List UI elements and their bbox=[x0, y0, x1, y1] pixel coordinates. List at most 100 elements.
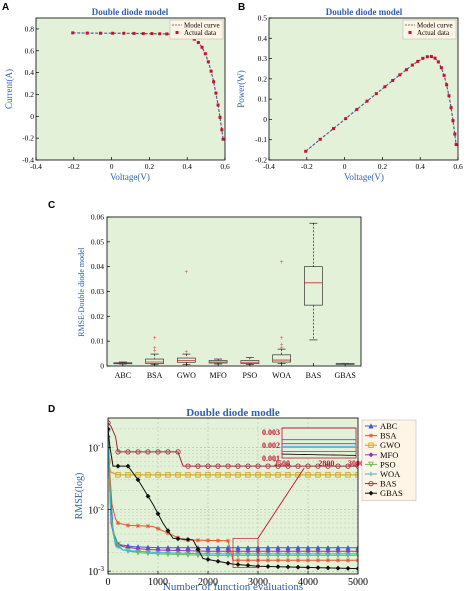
panel-d-marker-gbas bbox=[275, 564, 281, 570]
panel-d-marker-gwo bbox=[345, 472, 351, 478]
panel-b-data-point-25 bbox=[454, 143, 458, 147]
panel-b-data-point-13 bbox=[421, 56, 425, 60]
panel-d-inset-ytick-label-0: 0.001 bbox=[262, 454, 280, 463]
panel-c-boxes: +++++++++ bbox=[113, 222, 355, 366]
panel-b-data-point-8 bbox=[391, 78, 395, 82]
panel-d-marker-gbas bbox=[335, 565, 341, 571]
panel-d-marker-woa bbox=[215, 551, 221, 557]
panel-d-legend-label-1: BSA bbox=[380, 431, 397, 441]
panel-c-xtick-label-1: BSA bbox=[147, 371, 163, 380]
panel-a-data-point-25 bbox=[221, 137, 225, 141]
panel-a-ytick-label-0: -0.4 bbox=[22, 156, 34, 165]
panel-b-ytick-label-6: 0.4 bbox=[258, 34, 268, 43]
panel-d-marker-pso bbox=[108, 429, 111, 435]
panel-d-marker-woa bbox=[175, 550, 181, 556]
panel-c-box-gwo: ++ bbox=[177, 268, 196, 365]
panel-d-marker-bas bbox=[155, 449, 161, 455]
panel-b-ytick-label-2: 0 bbox=[263, 115, 267, 124]
panel-d-marker-bas bbox=[205, 463, 211, 469]
panel-d-marker-woa bbox=[205, 551, 211, 557]
panel-b-data-point-12 bbox=[416, 59, 420, 63]
panel-c-outlier-2-0: + bbox=[184, 348, 188, 356]
panel-b-data-point-9 bbox=[398, 73, 402, 77]
panel-d-marker-gbas bbox=[145, 493, 151, 499]
panel-a-data-point-16 bbox=[200, 45, 204, 49]
panel-d-line-bsa bbox=[108, 447, 358, 561]
panel-d-marker-woa bbox=[225, 551, 231, 557]
panel-b-chart: Double diode model Voltage(V) Power(W) -… bbox=[236, 7, 463, 182]
panel-c-xtick-label-4: PSO bbox=[243, 371, 258, 380]
panel-d-line-gwo bbox=[108, 461, 358, 476]
panel-d-marker-bas bbox=[305, 463, 311, 469]
panel-b-data-point-15 bbox=[429, 55, 433, 59]
panel-d-legend-label-3: MFO bbox=[380, 450, 398, 460]
panel-d-series-gbas bbox=[108, 426, 358, 572]
panel-d-marker-gwo bbox=[235, 472, 241, 478]
panel-c-xtick-label-5: WOA bbox=[272, 371, 291, 380]
panel-c-outlier-5-0: + bbox=[280, 344, 284, 352]
panel-a-ytick-label-4: 0.4 bbox=[25, 68, 35, 77]
panel-b-data-point-22 bbox=[449, 106, 453, 110]
panel-c-iqr-5 bbox=[272, 354, 291, 363]
panel-d-marker-bsa bbox=[125, 523, 131, 528]
panel-c-box-woa: ++++ bbox=[272, 258, 291, 364]
panel-d-marker-bsa bbox=[245, 558, 251, 563]
panel-b-data-point-20 bbox=[445, 83, 449, 87]
panel-d-series-abc bbox=[108, 426, 358, 551]
panel-b-xtick-label-0: -0.4 bbox=[263, 162, 275, 171]
panel-c-ytick-label-5: 0.05 bbox=[91, 237, 104, 246]
panel-b-legend: Model curve Actual data bbox=[402, 19, 457, 40]
panel-d-marker-bsa bbox=[205, 538, 211, 543]
panel-b-xtick-label-4: 0.4 bbox=[416, 162, 426, 171]
panel-c-ytick-label-6: 0.06 bbox=[91, 213, 104, 222]
panel-c-outlier-5-2: + bbox=[280, 334, 284, 342]
panel-d-xtick-label-2: 2000 bbox=[198, 577, 218, 588]
panel-b-data-point-18 bbox=[439, 66, 443, 70]
panel-a-xtick-label-4: 0.4 bbox=[183, 162, 193, 171]
panel-d-title: Double diode modle bbox=[186, 407, 280, 419]
panel-d-marker-gbas bbox=[305, 564, 311, 570]
panel-d-xtick-label-4: 4000 bbox=[298, 577, 318, 588]
panel-d-marker-woa bbox=[315, 551, 321, 557]
panel-d-marker-gbas bbox=[325, 565, 331, 571]
panel-d-marker-gbas bbox=[115, 463, 121, 469]
panel-a-data-point-18 bbox=[206, 60, 210, 64]
panel-d-marker-woa bbox=[115, 544, 121, 550]
panel-d-marker-bsa bbox=[345, 558, 351, 563]
panel-label-a: A bbox=[2, 2, 9, 13]
panel-d-zoom-pointer bbox=[257, 467, 305, 539]
panel-d-marker-gbas bbox=[135, 477, 141, 483]
panel-b-ytick-label-5: 0.3 bbox=[258, 54, 268, 63]
panel-c-axes: 0 0.01 0.02 0.03 0.04 0.05 0.06 ABC BSA GWO MFO PSO… bbox=[91, 213, 356, 381]
panel-d-marker-gwo bbox=[255, 472, 261, 478]
panel-d-marker-bas bbox=[135, 449, 141, 455]
panel-d-marker-bsa bbox=[215, 538, 221, 543]
panel-d-marker-gbas bbox=[215, 558, 221, 564]
panel-b-data-point-24 bbox=[453, 132, 457, 136]
panel-d-marker-bas bbox=[245, 463, 251, 469]
panel-b-ytick-label-1: -0.1 bbox=[255, 135, 267, 144]
panel-d-marker-bas bbox=[195, 463, 201, 469]
panel-a-plot-area bbox=[35, 17, 226, 161]
panel-b-series bbox=[304, 55, 458, 153]
panel-a-data-point-3 bbox=[111, 31, 115, 35]
panel-c-xtick-label-0: ABC bbox=[115, 371, 131, 380]
panel-d-marker-woa bbox=[325, 551, 331, 557]
panel-c-outlier-1-0: + bbox=[153, 347, 157, 355]
panel-d-legend-marker-6 bbox=[368, 480, 374, 487]
panel-b-xtick-label-5: 0.6 bbox=[453, 162, 463, 171]
panel-a-title: Double diode model bbox=[92, 7, 169, 17]
panel-c-ytick-label-4: 0.04 bbox=[91, 262, 104, 271]
panel-d-marker-bas bbox=[145, 449, 151, 455]
panel-a-data-point-21 bbox=[214, 91, 218, 95]
panel-d-marker-woa bbox=[335, 551, 341, 557]
panel-a-chart: Double diode model Voltage(V) Current(A)… bbox=[4, 7, 230, 182]
panel-c-box-pso bbox=[240, 357, 260, 365]
panel-d-marker-bas bbox=[345, 463, 351, 469]
panel-d-marker-bas bbox=[265, 463, 271, 469]
panel-b-data-point-16 bbox=[433, 56, 437, 60]
panel-c-ytick-label-1: 0.01 bbox=[91, 337, 104, 346]
panel-d-ytick-label-0: 10-3 bbox=[88, 565, 104, 578]
panel-d-marker-woa bbox=[235, 551, 241, 557]
panel-d-xtick-label-5: 5000 bbox=[348, 577, 368, 588]
